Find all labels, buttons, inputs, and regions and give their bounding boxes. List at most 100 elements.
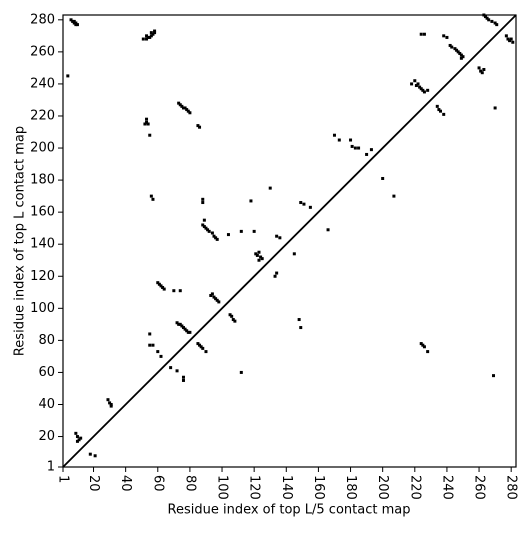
y-tick-label: 120 [30,269,55,284]
point [180,324,184,328]
point [483,15,487,19]
point [257,250,261,254]
point [204,350,208,354]
point [239,229,243,233]
point [186,109,190,113]
point [74,21,78,25]
point [215,298,219,302]
point [177,101,181,105]
point [275,234,279,238]
point [445,35,449,39]
point [230,314,234,318]
point [207,229,211,233]
point [196,342,200,346]
point [145,34,149,38]
point [198,125,202,129]
point [259,255,263,259]
y-tick-label: 40 [38,397,55,412]
y-tick-label: 1 [47,460,55,475]
point [456,50,460,54]
point [186,330,190,334]
point [419,342,423,346]
point [156,281,160,285]
point [297,318,301,322]
point [185,108,189,112]
y-axis-label: Residue index of top L contact map [13,126,28,356]
point [357,146,361,150]
point [188,111,192,115]
point [146,35,150,39]
point [149,194,153,198]
point [350,144,354,148]
point [177,322,181,326]
point [201,346,205,350]
point [159,284,163,288]
point [199,345,203,349]
point [148,343,152,347]
point [422,90,426,94]
point [479,69,483,73]
point [349,138,353,142]
point [308,205,312,209]
point [337,138,341,142]
point [162,287,166,291]
point [381,176,385,180]
point [79,436,83,440]
x-tick-label: 20 [86,475,101,492]
point [485,16,489,20]
y-tick-label: 160 [30,205,55,220]
point [353,146,357,150]
point [504,34,508,38]
point [365,152,369,156]
point [202,225,206,229]
point [299,201,303,205]
point [442,34,446,38]
point [419,87,423,91]
point [439,109,442,113]
point [201,201,205,205]
point [108,401,112,405]
point [198,343,202,347]
y-tick-label: 240 [30,76,55,91]
point [260,257,264,261]
point [495,23,499,27]
point [268,186,272,190]
x-axis-label: Residue index of top L/5 contact map [168,503,411,518]
point [509,37,513,41]
point [153,31,157,35]
y-tick-label: 80 [38,333,55,348]
point [458,51,462,55]
y-tick-label: 200 [30,141,55,156]
point [459,53,463,57]
point [228,313,232,317]
point [392,194,396,198]
point [257,258,261,262]
point [157,282,161,286]
point [75,435,79,439]
point [490,19,494,23]
point [109,402,113,406]
x-tick-label: 1 [56,475,71,483]
point [249,199,253,203]
point [206,228,210,232]
point [212,234,216,238]
point [178,103,182,107]
point [480,71,484,75]
point [369,148,373,152]
point [149,31,153,35]
point [426,350,430,354]
point [159,354,163,358]
point [74,23,78,27]
point [175,369,179,373]
point [299,326,303,330]
x-tick-label: 100 [215,475,230,500]
point [326,228,330,232]
point [181,375,185,379]
point [151,32,155,36]
point [418,85,422,89]
point [292,252,296,256]
point [74,431,78,435]
point [202,218,206,222]
point [148,133,152,137]
point [175,321,179,325]
